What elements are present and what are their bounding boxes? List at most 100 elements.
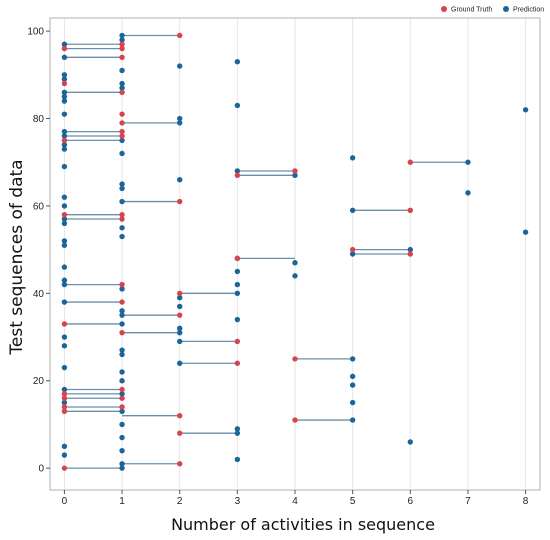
- prediction-point: [119, 461, 125, 467]
- legend: Ground Truth Prediction: [441, 6, 544, 14]
- prediction-point: [119, 378, 125, 384]
- prediction-point: [61, 343, 68, 349]
- ground-truth-point: [119, 128, 125, 135]
- prediction-point: [61, 452, 68, 458]
- x-tick-label: 5: [350, 496, 356, 507]
- prediction-point: [177, 295, 183, 301]
- prediction-point: [61, 443, 68, 449]
- prediction-point: [61, 334, 68, 340]
- prediction-point: [234, 456, 241, 463]
- ground-truth-point: [61, 465, 68, 471]
- prediction-point: [61, 89, 68, 95]
- data-points: [61, 32, 529, 471]
- prediction-point: [61, 72, 68, 78]
- prediction-point: [119, 225, 125, 231]
- legend-label-ground-truth: Ground Truth: [451, 7, 492, 14]
- prediction-point: [119, 198, 125, 205]
- prediction-point: [61, 133, 68, 139]
- prediction-point: [119, 185, 125, 192]
- prediction-point: [61, 264, 68, 270]
- ground-truth-point: [292, 168, 298, 174]
- prediction-point: [119, 421, 125, 428]
- ground-truth-point: [177, 312, 183, 318]
- ground-truth-point: [177, 32, 183, 39]
- prediction-point: [61, 41, 68, 47]
- legend-label-prediction: Prediction: [513, 7, 544, 14]
- prediction-point: [61, 203, 68, 209]
- ground-truth-point: [292, 417, 298, 423]
- ground-truth-point: [119, 329, 125, 336]
- ground-truth-point: [119, 89, 125, 95]
- prediction-point: [61, 163, 68, 170]
- ground-truth-point: [119, 216, 125, 222]
- ground-truth-point: [119, 133, 125, 139]
- ground-truth-point: [119, 54, 125, 61]
- prediction-point: [177, 120, 183, 126]
- prediction-point: [61, 142, 68, 148]
- prediction-point: [119, 308, 125, 314]
- x-axis-title: Number of activities in sequence: [171, 515, 435, 534]
- prediction-point: [61, 277, 68, 283]
- prediction-point: [119, 447, 125, 454]
- prediction-point: [234, 430, 241, 436]
- prediction-point: [177, 115, 183, 122]
- ground-truth-point: [119, 45, 125, 52]
- prediction-point: [177, 177, 183, 183]
- legend-marker-prediction: [503, 6, 509, 12]
- prediction-point: [177, 329, 183, 336]
- prediction-point: [61, 146, 68, 152]
- prediction-point: [61, 238, 68, 244]
- prediction-point: [119, 408, 125, 415]
- prediction-point: [119, 351, 125, 358]
- prediction-point: [119, 434, 125, 441]
- x-tick-label: 6: [408, 496, 414, 507]
- prediction-point: [349, 155, 356, 161]
- ground-truth-point: [234, 360, 241, 366]
- connector-lines: [64, 34, 468, 469]
- x-tick-label: 7: [465, 496, 471, 507]
- prediction-point: [119, 465, 125, 471]
- y-tick-label: 60: [33, 201, 45, 212]
- prediction-point: [119, 233, 125, 240]
- prediction-point: [465, 159, 471, 165]
- prediction-point: [177, 63, 183, 69]
- prediction-point: [119, 391, 125, 397]
- prediction-point: [234, 268, 241, 275]
- prediction-point: [61, 220, 68, 227]
- x-tick-label: 4: [292, 496, 298, 507]
- ground-truth-point: [61, 391, 68, 397]
- prediction-point: [119, 67, 125, 74]
- prediction-point: [234, 316, 241, 323]
- x-tick-label: 1: [119, 496, 125, 507]
- y-tick-label: 0: [38, 464, 44, 475]
- x-tick-label: 3: [235, 496, 241, 507]
- prediction-point: [349, 356, 356, 362]
- y-tick-label: 80: [33, 114, 45, 125]
- ground-truth-point: [177, 430, 183, 436]
- ground-truth-point: [177, 413, 183, 419]
- prediction-point: [234, 168, 241, 174]
- prediction-point: [61, 76, 68, 82]
- y-tick-label: 40: [33, 289, 45, 300]
- ground-truth-point: [407, 207, 413, 213]
- ground-truth-point: [61, 395, 68, 401]
- prediction-point: [349, 373, 356, 380]
- prediction-point: [119, 286, 125, 292]
- ground-truth-point: [119, 395, 125, 401]
- ground-truth-point: [407, 159, 413, 165]
- ground-truth-point: [177, 198, 183, 205]
- ground-truth-point: [119, 41, 125, 47]
- prediction-point: [61, 299, 68, 305]
- ground-truth-point: [234, 338, 241, 345]
- prediction-point: [234, 426, 241, 432]
- prediction-point: [234, 281, 241, 288]
- ground-truth-point: [119, 120, 125, 126]
- prediction-point: [177, 338, 183, 345]
- prediction-point: [61, 98, 68, 104]
- prediction-point: [61, 93, 68, 100]
- prediction-point: [292, 172, 298, 179]
- prediction-point: [177, 325, 183, 331]
- prediction-point: [61, 216, 68, 222]
